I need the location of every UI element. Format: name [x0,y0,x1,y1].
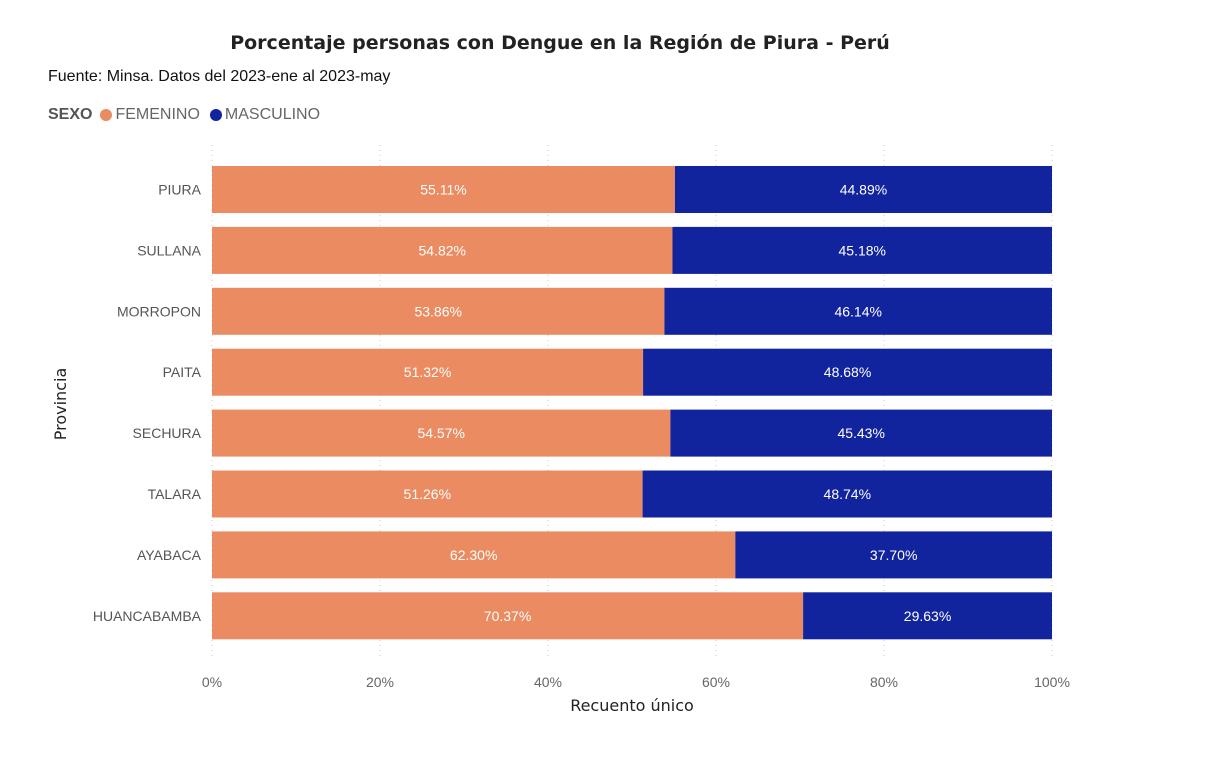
data-label: 46.14% [834,303,881,319]
bar-femenino-sechura[interactable] [212,409,671,457]
bar-femenino-huancabamba[interactable] [212,592,804,640]
legend-swatch-masculino [209,109,222,121]
bar-femenino-ayabaca[interactable] [212,531,736,579]
x-tick-label: 0% [202,674,222,690]
data-label: 37.70% [870,547,917,563]
x-tick-label: 40% [534,674,562,690]
legend-label-masculino: MASCULINO [224,106,321,123]
bar-femenino-piura[interactable] [212,166,675,213]
gridlines [211,145,1053,660]
bars [212,166,1052,640]
x-tick-label: 80% [870,674,898,690]
bar-femenino-sullana[interactable] [212,226,673,274]
bar-masculino-morropon[interactable] [664,287,1052,335]
legend-item-femenino[interactable]: FEMENINO [100,106,200,124]
chart-subtitle: Fuente: Minsa. Datos del 2023-ene al 202… [48,68,391,85]
data-label: 53.86% [414,303,461,319]
data-labels: 55.11% 44.89% 54.82% 45.18% 53.86% 46.14% 51.3… [404,182,952,624]
bar-masculino-huancabamba[interactable] [803,592,1052,640]
y-tick-label: PAITA [163,364,202,380]
data-label: 51.26% [404,486,451,502]
data-label: 45.43% [837,425,884,441]
bar-masculino-piura[interactable] [674,166,1052,213]
data-label: 48.68% [824,364,871,380]
bar-femenino-talara[interactable] [212,470,643,518]
data-label: 29.63% [904,608,951,624]
bar-masculino-ayabaca[interactable] [735,531,1052,579]
legend-title: SEXO [48,106,93,123]
data-label: 55.11% [420,182,466,198]
bar-masculino-talara[interactable] [642,470,1052,518]
legend: SEXO FEMENINO MASCULINO [48,106,330,124]
axes: 0% 20% 40% 60% 80% 100% PIURA SULLANA MORROPON PA… [51,182,1070,716]
y-axis-title: Provincia [51,368,70,440]
data-label: 62.30% [450,547,497,563]
bar-masculino-sechura[interactable] [670,409,1052,457]
data-label: 70.37% [484,608,531,624]
data-label: 45.18% [839,242,886,258]
legend-swatch-femenino [100,109,113,121]
y-tick-label: SULLANA [137,242,201,258]
bar-masculino-sullana[interactable] [672,226,1052,274]
x-tick-label: 60% [702,674,730,690]
x-tick-label: 20% [366,674,394,690]
y-tick-label: TALARA [148,486,202,502]
y-tick-label: SECHURA [133,425,202,441]
y-tick-label: PIURA [158,182,201,198]
data-label: 54.57% [417,425,464,441]
y-tick-label: AYABACA [137,547,202,563]
legend-item-masculino[interactable]: MASCULINO [209,106,321,124]
data-label: 48.74% [824,486,871,502]
data-label: 51.32% [404,364,451,380]
y-tick-label: HUANCABAMBA [93,608,202,624]
bar-masculino-paita[interactable] [643,348,1052,396]
legend-label-femenino: FEMENINO [115,106,200,123]
x-axis-title: Recuento único [570,696,694,715]
x-tick-label: 100% [1034,674,1070,690]
bar-femenino-morropon[interactable] [212,287,665,335]
chart-title: Porcentaje personas con Dengue en la Reg… [230,32,890,54]
bar-femenino-paita[interactable] [212,348,644,396]
data-label: 44.89% [840,182,887,198]
y-tick-label: MORROPON [117,303,201,319]
data-label: 54.82% [419,242,466,258]
